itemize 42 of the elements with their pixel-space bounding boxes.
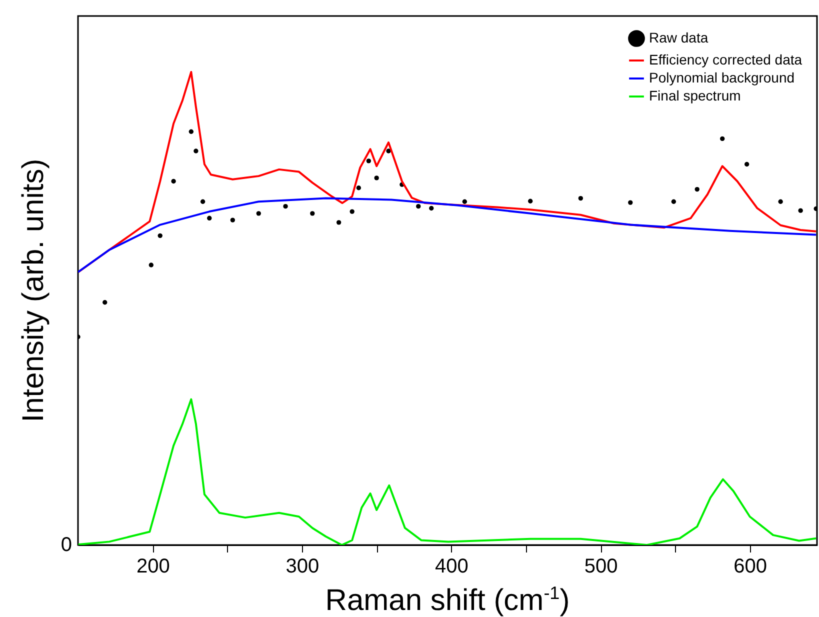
legend-label: Final spectrum xyxy=(649,88,741,104)
point xyxy=(462,199,468,204)
point xyxy=(230,218,236,222)
point xyxy=(207,216,212,220)
point xyxy=(694,186,700,192)
point xyxy=(386,148,391,154)
point xyxy=(310,211,315,216)
point xyxy=(416,204,421,209)
point xyxy=(194,148,198,154)
x-tick-label: 500 xyxy=(584,556,618,578)
text: 0 xyxy=(60,534,72,556)
point xyxy=(366,158,372,164)
point xyxy=(720,136,725,142)
point xyxy=(744,162,750,167)
point xyxy=(778,199,783,204)
point xyxy=(628,200,633,205)
x-tick-label: 200 xyxy=(136,556,170,578)
x-tick-label: 600 xyxy=(734,556,768,578)
x-tick-label: 400 xyxy=(435,556,468,578)
x-axis-title: Raman shift (cm$^{-1}$) xyxy=(324,582,571,617)
point xyxy=(188,129,194,134)
point xyxy=(671,199,676,204)
point xyxy=(798,208,803,213)
point xyxy=(158,233,162,238)
y-axis-title: Intensity (arb. units) xyxy=(17,158,50,422)
point xyxy=(102,300,108,305)
legend-label: Efficiency corrected data xyxy=(649,52,802,68)
legend-label: Raw data xyxy=(649,30,708,46)
x-tick-label: 300 xyxy=(286,556,320,578)
point xyxy=(256,211,261,216)
legend-label: Polynomial background xyxy=(649,70,795,86)
point xyxy=(283,204,288,209)
point xyxy=(429,206,434,211)
point xyxy=(148,262,154,268)
point xyxy=(374,176,379,180)
point xyxy=(528,198,533,204)
point xyxy=(350,209,354,214)
point xyxy=(578,196,584,201)
point xyxy=(200,199,206,204)
point xyxy=(336,220,342,225)
point xyxy=(171,178,176,184)
point xyxy=(356,186,362,190)
